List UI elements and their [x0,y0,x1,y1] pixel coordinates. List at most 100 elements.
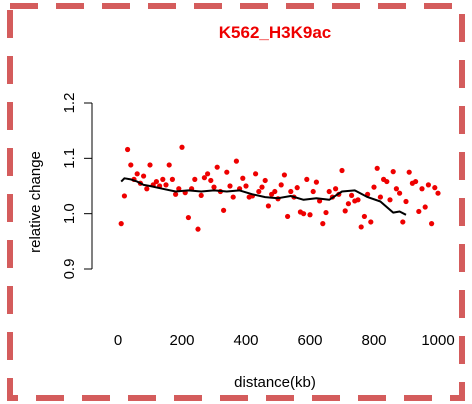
data-point [169,176,175,182]
data-point [371,184,377,190]
data-point [310,188,316,195]
x-tick-label: 200 [169,332,194,349]
data-point [214,164,220,170]
data-point [243,183,249,189]
data-point [179,144,185,150]
trend-line-group [120,177,407,216]
y-axis: 0.9 1.0 1.1 1.2 [61,93,93,280]
data-point [185,214,191,221]
data-point [230,194,236,200]
data-point [288,188,294,195]
data-point [358,224,364,230]
y-tick-label: 0.9 [61,259,78,280]
data-point [403,198,409,205]
data-point [173,191,179,197]
x-tick-label: 600 [297,332,322,349]
data-point [144,186,150,192]
data-point [153,178,159,185]
data-point [265,203,271,209]
data-point [224,169,230,175]
data-point [147,162,153,168]
data-point [195,226,201,232]
data-point [333,186,339,192]
data-point [349,192,355,199]
data-point [121,193,127,199]
data-point [320,221,326,227]
data-point [406,169,412,175]
x-tick-label: 1000 [421,332,454,349]
data-point [256,188,262,195]
data-point [281,172,287,178]
data-point [205,171,211,177]
data-point [326,188,332,195]
data-point [422,204,428,210]
data-point [425,182,431,188]
data-point [259,184,265,190]
data-point [227,183,233,189]
data-point [163,182,169,188]
data-point [221,207,227,213]
data-point [390,169,396,175]
data-point [387,197,393,203]
data-point [141,173,147,179]
data-point [118,221,124,227]
chart-title: K562_H3K9ac [219,23,331,42]
data-point [176,186,182,192]
data-point [262,177,268,184]
data-point [384,178,390,185]
data-point [339,167,345,174]
data-point [342,208,348,214]
y-tick-label: 1.2 [61,93,78,114]
data-point [208,177,214,184]
data-point [432,185,438,191]
data-point [413,178,419,185]
x-axis: 0 200 400 600 800 1000 [114,332,455,349]
data-point [160,176,166,182]
data-point [233,158,239,164]
data-point [211,184,217,190]
data-point [374,165,380,171]
data-point [400,219,406,225]
data-point [323,209,329,216]
data-point [435,190,441,196]
x-tick-label: 400 [233,332,258,349]
data-point [240,175,246,181]
data-point [166,162,172,168]
data-point [272,188,278,195]
data-point [134,171,140,177]
dashed-border [7,3,465,401]
data-point [198,192,204,199]
data-point [313,179,319,185]
y-axis-label: relative change [27,151,44,253]
data-point [128,162,134,168]
data-point [355,197,361,203]
data-point [294,185,300,191]
data-point [368,219,374,225]
data-point [304,176,310,182]
data-point [397,190,403,196]
data-points [118,144,441,232]
data-point [345,201,351,207]
data-point [201,175,207,181]
data-point [393,186,399,192]
data-point [253,171,259,177]
trend-line [120,177,407,216]
data-point [361,213,367,220]
data-point [419,186,425,192]
data-point [125,146,131,153]
data-point [416,208,422,215]
y-tick-label: 1.1 [61,148,78,169]
data-point [192,176,198,182]
x-tick-label: 0 [114,332,122,349]
x-axis-label: distance(kb) [234,374,316,391]
x-tick-label: 800 [361,332,386,349]
data-point [377,194,383,200]
data-point [429,221,435,227]
data-point [285,213,291,220]
data-point [278,182,284,188]
data-point [301,211,307,217]
data-point [307,212,313,218]
y-tick-label: 1.0 [61,203,78,224]
